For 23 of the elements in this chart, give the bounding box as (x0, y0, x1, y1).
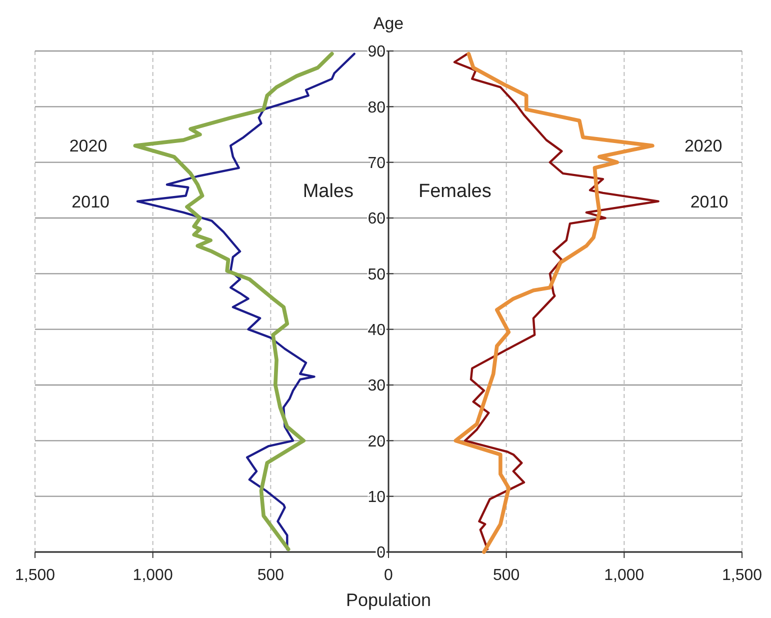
y-tick-label: 80 (368, 99, 386, 116)
y-tick-label: 90 (368, 44, 386, 61)
x-tick-label: 500 (492, 567, 520, 584)
y-tick-label: 30 (368, 378, 386, 395)
y-tick-label: 70 (368, 154, 386, 172)
x-tick-label: 1,500 (14, 567, 56, 584)
y-tick-label: 10 (368, 488, 386, 506)
y-axis-title: Age (373, 14, 404, 33)
y-tick-label: 40 (368, 322, 386, 339)
x-tick-label: 1,000 (132, 567, 173, 584)
series-label: 2010 (72, 192, 110, 212)
y-tick-label: 60 (368, 210, 386, 228)
annotation: Females (418, 180, 492, 202)
series-label: 2020 (69, 136, 108, 156)
annotation: Males (302, 180, 354, 202)
x-tick-label: 1,000 (604, 567, 644, 584)
x-axis-title: Population (346, 590, 432, 610)
x-tick-label: 500 (257, 567, 284, 584)
series-label: 2020 (684, 136, 722, 156)
series-label: 2010 (690, 192, 728, 212)
y-tick-label: 20 (368, 433, 386, 450)
x-tick-label: 1,500 (722, 567, 762, 584)
y-tick-label: 50 (368, 266, 386, 284)
